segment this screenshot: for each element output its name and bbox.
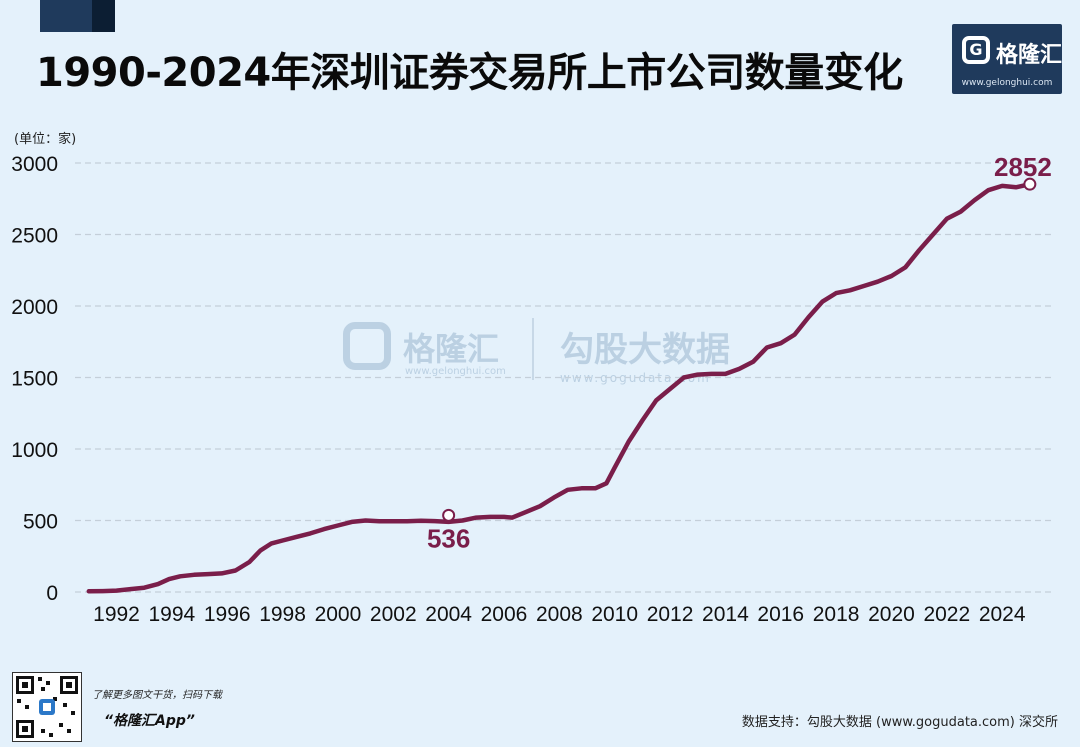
x-tick-label: 2018 xyxy=(813,603,860,626)
x-tick-label: 2004 xyxy=(425,603,472,626)
annotations-layer: 536 2852 xyxy=(427,152,1052,553)
y-tick-label: 3000 xyxy=(11,153,58,176)
watermark-divider xyxy=(532,318,534,380)
x-tick-label: 2000 xyxy=(315,603,362,626)
watermark-brand-url: www.gelonghui.com xyxy=(405,366,506,377)
x-tick-label: 2024 xyxy=(979,603,1026,626)
app-name: “格隆汇App” xyxy=(104,713,195,729)
promo-line: 了解更多图文干货，扫码下载 xyxy=(92,690,222,701)
qr-code-icon xyxy=(16,676,78,738)
x-tick-label: 2014 xyxy=(702,603,749,626)
y-tick-label: 2500 xyxy=(11,225,58,248)
watermark-gogudata: 勾股大数据 www.gogudata.com xyxy=(560,322,730,385)
series-layer xyxy=(86,181,1033,594)
x-tick-label: 2002 xyxy=(370,603,417,626)
x-tick-label: 2008 xyxy=(536,603,583,626)
data-source: 数据支持：勾股大数据 (www.gogudata.com) 深交所 xyxy=(741,715,1058,730)
top-accent-bar xyxy=(40,0,115,32)
g-logo-icon: G xyxy=(962,36,990,64)
x-tick-label: 2016 xyxy=(757,603,804,626)
watermark-g-icon xyxy=(343,322,391,370)
qr-code[interactable] xyxy=(12,672,82,742)
y-tick-label: 0 xyxy=(46,582,58,605)
chart-title: 1990-2024年深圳证券交易所上市公司数量变化 xyxy=(36,50,903,96)
watermark-partner-name: 勾股大数据 xyxy=(560,330,730,370)
x-tick-label: 1994 xyxy=(149,603,196,626)
top-accent-block xyxy=(92,0,115,32)
x-tick-label: 1996 xyxy=(204,603,251,626)
y-tick-label: 1500 xyxy=(11,368,58,391)
x-tick-label: 2012 xyxy=(647,603,694,626)
annotation-label-536: 536 xyxy=(427,523,470,553)
unit-label: (单位：家) xyxy=(14,132,77,147)
x-tick-label: 1998 xyxy=(259,603,306,626)
logo-name: 格隆汇 xyxy=(996,43,1063,68)
x-tick-label: 2020 xyxy=(868,603,915,626)
y-tick-label: 1000 xyxy=(11,439,58,462)
annotation-marker-2852 xyxy=(1023,177,1037,191)
x-tick-label: 2010 xyxy=(591,603,638,626)
y-tick-label: 2000 xyxy=(11,296,58,319)
watermark-partner-url: www.gogudata.com xyxy=(560,371,711,385)
x-tick-label: 2006 xyxy=(481,603,528,626)
annotation-marker-536 xyxy=(442,508,456,522)
grid-lines xyxy=(75,162,1052,593)
x-tick-label: 2022 xyxy=(923,603,970,626)
y-tick-label: 500 xyxy=(23,511,58,534)
gelonghui-logo: G 格隆汇 www.gelonghui.com xyxy=(952,24,1062,94)
x-tick-label: 1992 xyxy=(93,603,140,626)
logo-url: www.gelonghui.com xyxy=(961,78,1053,88)
annotation-label-2852: 2852 xyxy=(994,152,1052,182)
x-axis-ticks: 1992 1994 1996 1998 2000 2002 2004 2006 2008 2010… xyxy=(93,603,1026,626)
watermark-brand-name: 格隆汇 xyxy=(403,330,500,368)
series-line-0 xyxy=(86,181,1033,594)
y-axis-ticks: 0 500 1000 1500 2000 2500 3000 xyxy=(11,153,58,605)
